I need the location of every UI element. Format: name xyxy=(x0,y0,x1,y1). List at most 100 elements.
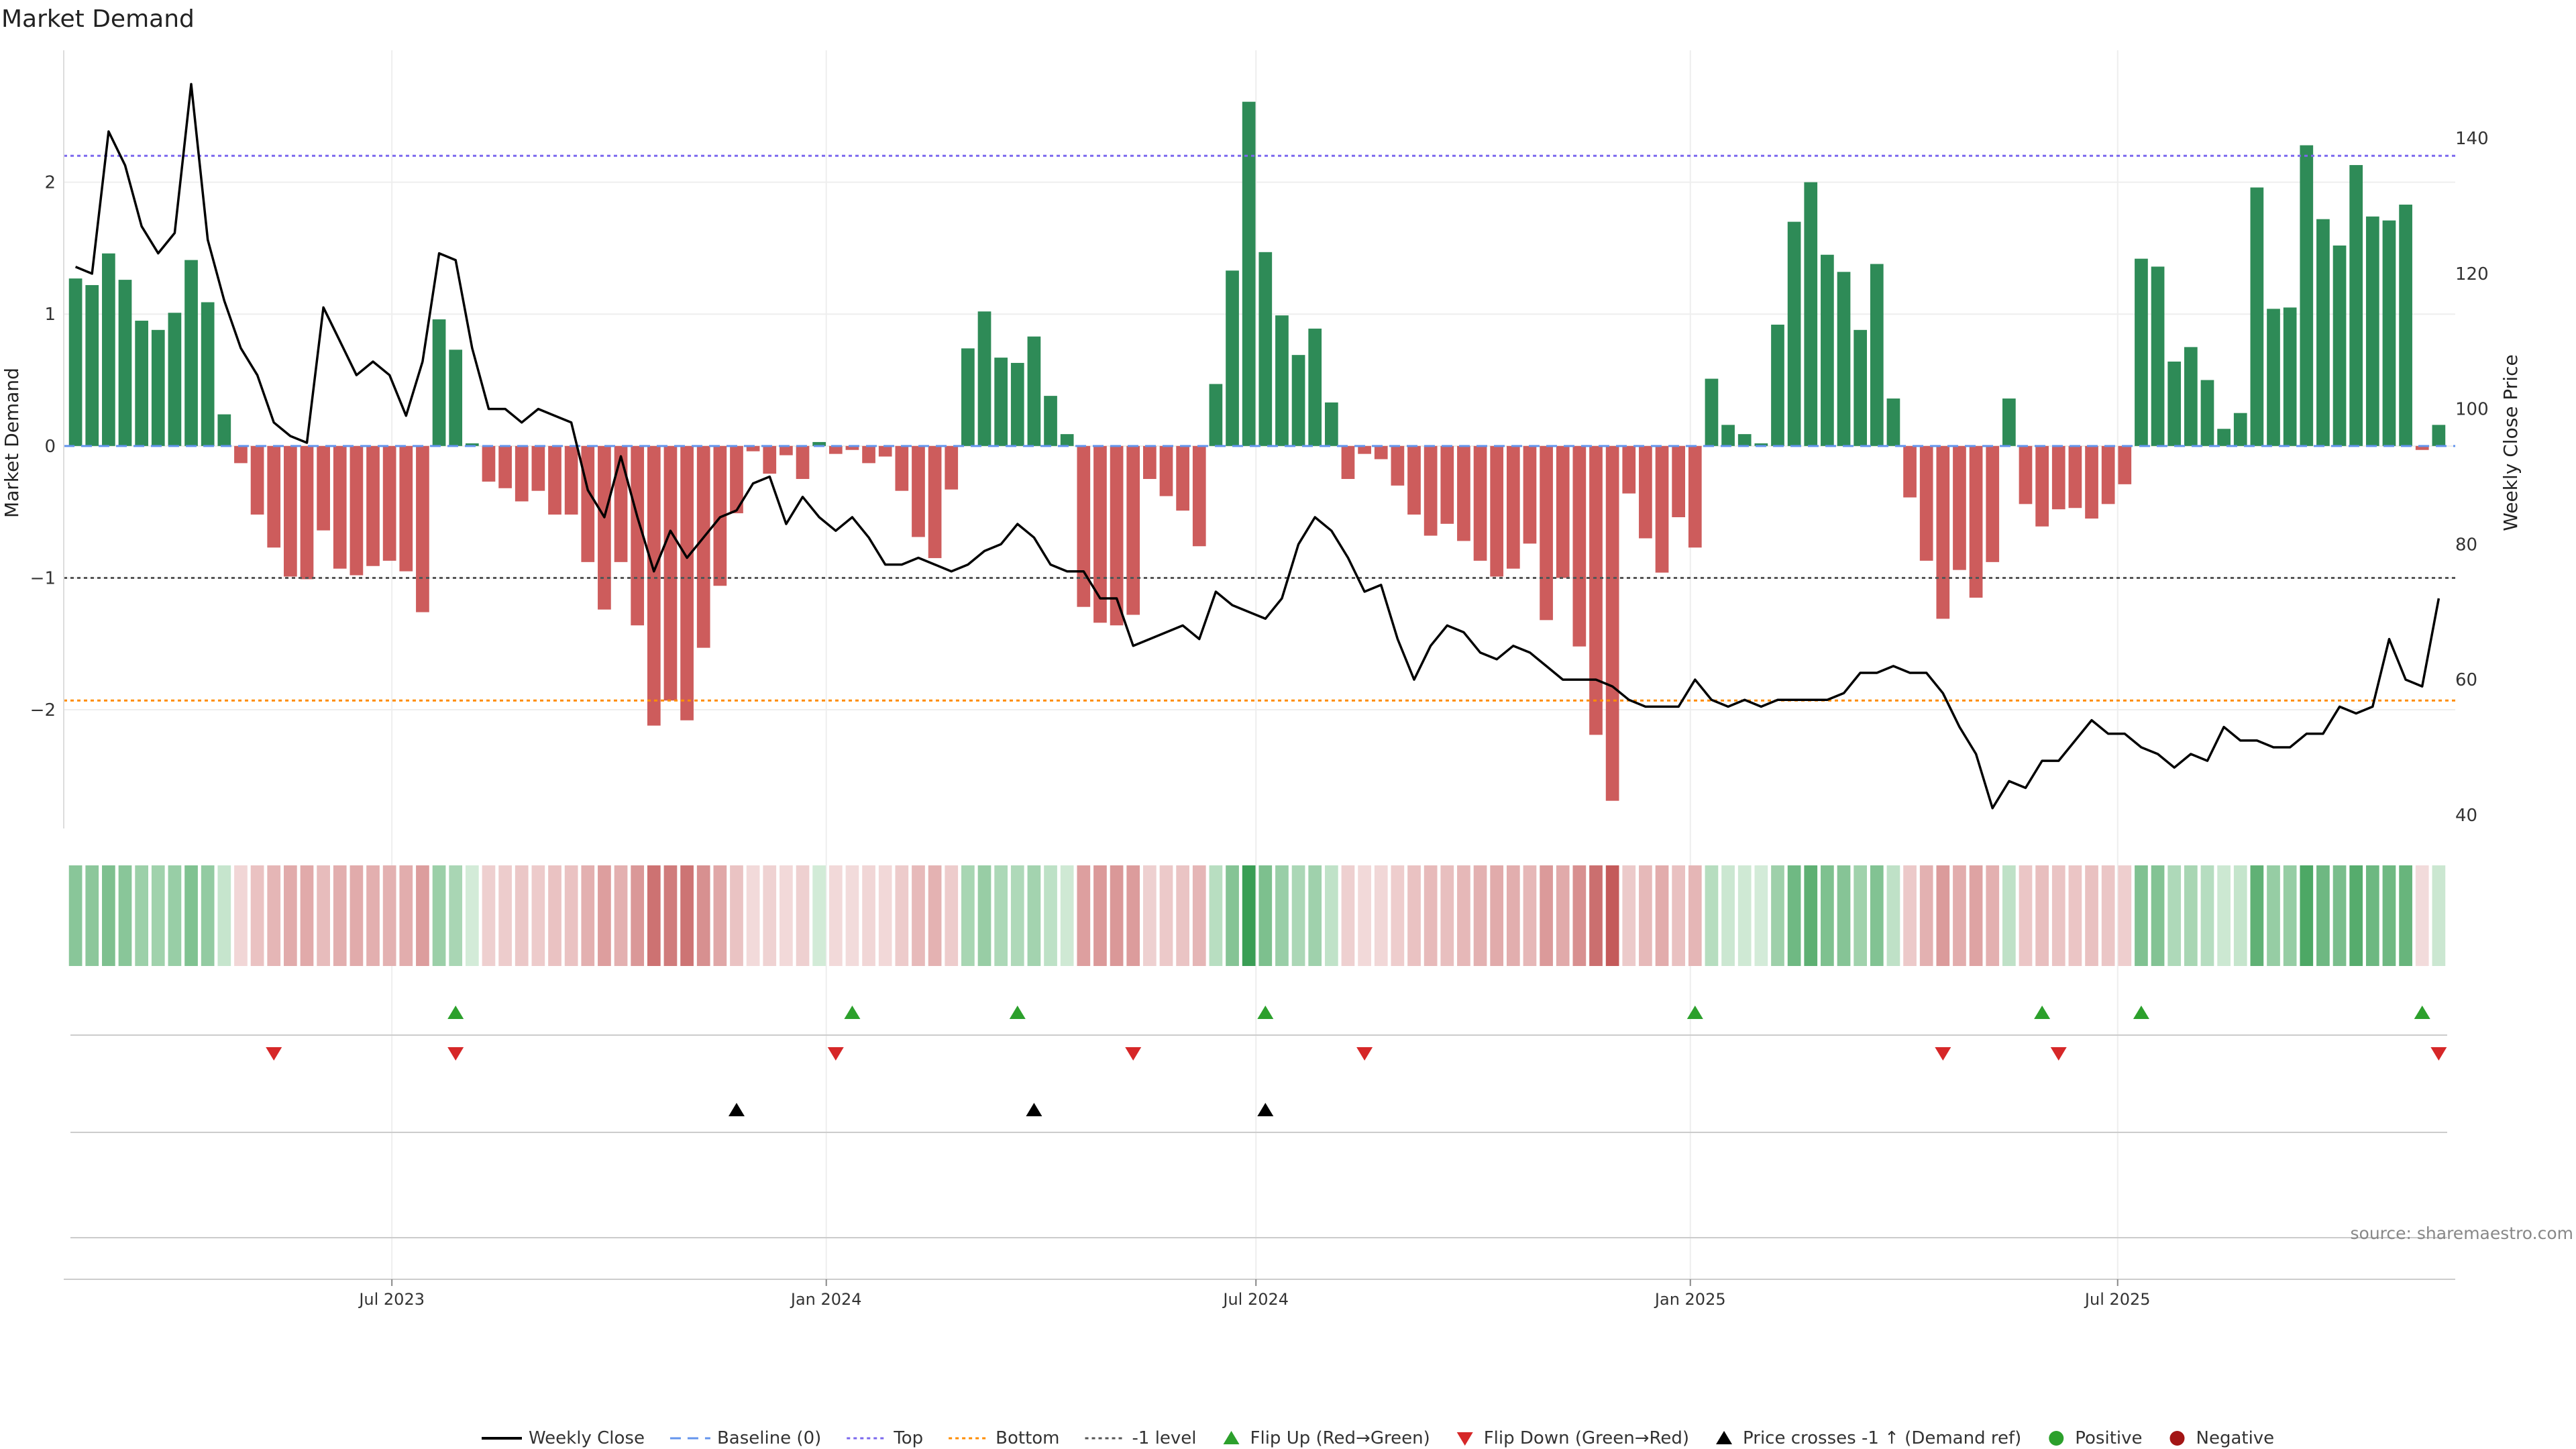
y-tick-label: −2 xyxy=(30,700,56,720)
heat-cell xyxy=(713,865,727,966)
legend-swatch-positive_dot xyxy=(2049,1431,2064,1446)
demand-bar xyxy=(1391,445,1405,486)
heat-cell xyxy=(828,865,843,966)
flip-down-marker xyxy=(1125,1047,1142,1061)
demand-bar xyxy=(2051,445,2065,510)
legend: Weekly Close Baseline (0) Top Bottom -1 leve… xyxy=(482,1428,2274,1448)
x-tick-label: Jul 2023 xyxy=(358,1290,425,1309)
demand-bar xyxy=(1226,270,1239,446)
demand-bar xyxy=(366,445,380,566)
demand-bar xyxy=(2300,145,2314,446)
demand-bar xyxy=(1572,445,1587,647)
heat-cell xyxy=(1060,865,1074,966)
demand-bar xyxy=(151,329,165,446)
heat-cell xyxy=(1605,865,1619,966)
heat-cell xyxy=(399,865,413,966)
demand-bar xyxy=(1209,384,1223,446)
heat-cell xyxy=(2002,865,2016,966)
flip-down-marker xyxy=(2050,1047,2067,1061)
heat-cell xyxy=(482,865,496,966)
demand-bar xyxy=(515,445,529,502)
demand-bar xyxy=(300,445,314,580)
demand-bar xyxy=(1490,445,1504,577)
demand-bar xyxy=(1688,445,1702,548)
y-tick-label: 2 xyxy=(44,173,56,193)
heat-cell xyxy=(878,865,892,966)
demand-bar xyxy=(2283,307,2297,446)
heat-cell xyxy=(1291,865,1305,966)
demand-bar xyxy=(234,445,248,464)
y-tick-label: 0 xyxy=(44,437,56,457)
heat-cell xyxy=(531,865,545,966)
heat-cell xyxy=(961,865,975,966)
source-note: source: sharemaestro.com xyxy=(2351,1224,2574,1243)
heat-cell xyxy=(449,865,463,966)
demand-bar xyxy=(2085,445,2098,519)
heat-cell xyxy=(1143,865,1157,966)
heat-cell xyxy=(350,865,364,966)
heat-cell xyxy=(2267,865,2280,966)
demand-bar xyxy=(267,445,281,548)
demand-bar xyxy=(1854,329,1868,446)
heat-cell xyxy=(1473,865,1487,966)
heat-cell xyxy=(1126,865,1140,966)
demand-bar xyxy=(1919,445,1933,561)
heat-cell xyxy=(333,865,347,966)
x-tick-label: Jul 2025 xyxy=(2084,1290,2151,1309)
heat-cell xyxy=(1077,865,1091,966)
chart-title: Market Demand xyxy=(1,5,195,33)
heat-cell xyxy=(862,865,875,966)
demand-bar xyxy=(1705,378,1719,446)
demand-bar xyxy=(168,313,182,446)
demand-bar xyxy=(746,445,760,451)
demand-bar xyxy=(614,445,628,562)
flip-markers-panel xyxy=(70,1006,2447,1061)
demand-bar xyxy=(399,445,413,572)
price-cross-marker xyxy=(728,1103,745,1116)
demand-bar xyxy=(1341,445,1355,479)
demand-bar xyxy=(1754,443,1768,446)
heat-cell xyxy=(1821,865,1834,966)
demand-bar xyxy=(895,445,909,491)
demand-bar xyxy=(1870,264,1884,446)
demand-bar xyxy=(912,445,925,537)
y2-tick-label: 40 xyxy=(2455,806,2477,826)
heat-cell xyxy=(1540,865,1553,966)
demand-bar xyxy=(1358,445,1371,454)
heat-cell xyxy=(1737,865,1752,966)
heat-cell xyxy=(498,865,512,966)
heat-cell xyxy=(1903,865,1917,966)
demand-bar xyxy=(498,445,512,488)
demand-bar xyxy=(1821,254,1834,446)
demand-bar xyxy=(1986,445,2000,562)
heat-cell xyxy=(1275,865,1289,966)
heat-cell xyxy=(1787,865,1801,966)
demand-bar xyxy=(763,445,777,474)
heat-cell xyxy=(1986,865,2000,966)
y2-axis-label: Weekly Close Price xyxy=(2500,354,2522,531)
heat-cell xyxy=(2118,865,2132,966)
demand-bar xyxy=(828,445,843,454)
demand-bar xyxy=(1044,396,1057,446)
demand-bar xyxy=(201,302,215,446)
demand-bar xyxy=(1027,336,1041,446)
flip-down-marker xyxy=(447,1047,464,1061)
x-tick-label: Jan 2025 xyxy=(1654,1290,1726,1309)
heat-cell xyxy=(1506,865,1520,966)
y2-tick-label: 60 xyxy=(2455,670,2477,690)
legend-label-top: Top xyxy=(893,1428,923,1448)
demand-bar xyxy=(217,414,231,446)
demand-bar xyxy=(548,445,561,515)
heat-cell xyxy=(2184,865,2198,966)
demand-bar xyxy=(581,445,595,562)
demand-bar xyxy=(1010,362,1024,446)
x-axis: Jul 2023 Jan 2024 Jul 2024 Jan 2025 Jul 2025 xyxy=(64,1279,2455,1309)
flip-up-marker xyxy=(1257,1006,1274,1019)
demand-bar xyxy=(1936,445,1950,619)
heat-cell xyxy=(631,865,645,966)
legend-label-baseline: Baseline (0) xyxy=(717,1428,821,1448)
demand-bar xyxy=(85,284,99,446)
demand-bar xyxy=(2068,445,2082,508)
heat-cell xyxy=(2068,865,2082,966)
